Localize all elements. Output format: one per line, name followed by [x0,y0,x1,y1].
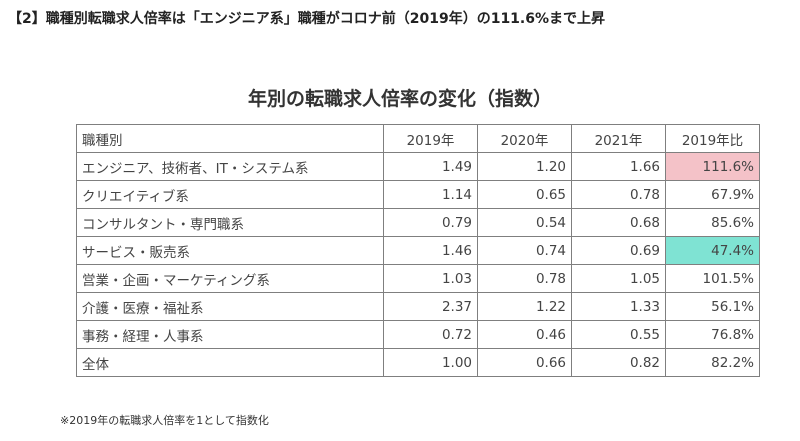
cell-ratio: 111.6% [665,152,760,181]
column-header-ratio: 2019年比 [665,124,760,153]
table-row: サービス・販売系 1.46 0.74 0.69 47.4% [76,236,760,265]
cell-2019: 1.03 [383,264,478,293]
cell-2019: 0.72 [383,320,478,349]
cell-ratio: 101.5% [665,264,760,293]
row-category: エンジニア、技術者、IT・システム系 [76,152,384,181]
cell-2020: 1.22 [477,292,572,321]
cell-2020: 0.74 [477,236,572,265]
cell-ratio: 47.4% [665,236,760,265]
table-row: 営業・企画・マーケティング系 1.03 0.78 1.05 101.5% [76,264,760,293]
cell-2019: 2.37 [383,292,478,321]
cell-ratio: 85.6% [665,208,760,237]
cell-2021: 0.69 [571,236,666,265]
cell-2021: 1.05 [571,264,666,293]
table-row: 事務・経理・人事系 0.72 0.46 0.55 76.8% [76,320,760,349]
cell-2021: 1.33 [571,292,666,321]
cell-2020: 0.54 [477,208,572,237]
cell-2021: 0.78 [571,180,666,209]
cell-ratio: 76.8% [665,320,760,349]
cell-2021: 1.66 [571,152,666,181]
row-category: 事務・経理・人事系 [76,320,384,349]
row-category: 介護・医療・福祉系 [76,292,384,321]
cell-2019: 1.00 [383,348,478,377]
column-header-2019: 2019年 [383,124,478,153]
cell-2020: 0.78 [477,264,572,293]
cell-2019: 1.49 [383,152,478,181]
table-row: コンサルタント・専門職系 0.79 0.54 0.68 85.6% [76,208,760,237]
column-header-category: 職種別 [76,124,384,153]
table-header-row: 職種別 2019年 2020年 2021年 2019年比 [76,124,760,153]
cell-ratio: 56.1% [665,292,760,321]
table-row: 介護・医療・福祉系 2.37 1.22 1.33 56.1% [76,292,760,321]
cell-2020: 0.66 [477,348,572,377]
cell-ratio: 67.9% [665,180,760,209]
cell-2020: 1.20 [477,152,572,181]
row-category: 営業・企画・マーケティング系 [76,264,384,293]
table-row: 全体 1.00 0.66 0.82 82.2% [76,348,760,377]
row-category: コンサルタント・専門職系 [76,208,384,237]
table-row: エンジニア、技術者、IT・システム系 1.49 1.20 1.66 111.6% [76,152,760,181]
cell-2019: 0.79 [383,208,478,237]
cell-2021: 0.82 [571,348,666,377]
table-row: クリエイティブ系 1.14 0.65 0.78 67.9% [76,180,760,209]
cell-2020: 0.46 [477,320,572,349]
cell-2021: 0.68 [571,208,666,237]
table-title: 年別の転職求人倍率の変化（指数） [247,88,552,110]
job-offer-ratio-table: 職種別 2019年 2020年 2021年 2019年比 エンジニア、技術者、I… [76,124,760,377]
row-category: サービス・販売系 [76,236,384,265]
page-heading: 【2】職種別転職求人倍率は「エンジニア系」職種がコロナ前（2019年）の111.… [8,11,606,27]
row-category: 全体 [76,348,384,377]
row-category: クリエイティブ系 [76,180,384,209]
cell-ratio: 82.2% [665,348,760,377]
column-header-2020: 2020年 [477,124,572,153]
footnote: ※2019年の転職求人倍率を1として指数化 [60,414,269,427]
cell-2019: 1.46 [383,236,478,265]
cell-2019: 1.14 [383,180,478,209]
cell-2021: 0.55 [571,320,666,349]
column-header-2021: 2021年 [571,124,666,153]
cell-2020: 0.65 [477,180,572,209]
